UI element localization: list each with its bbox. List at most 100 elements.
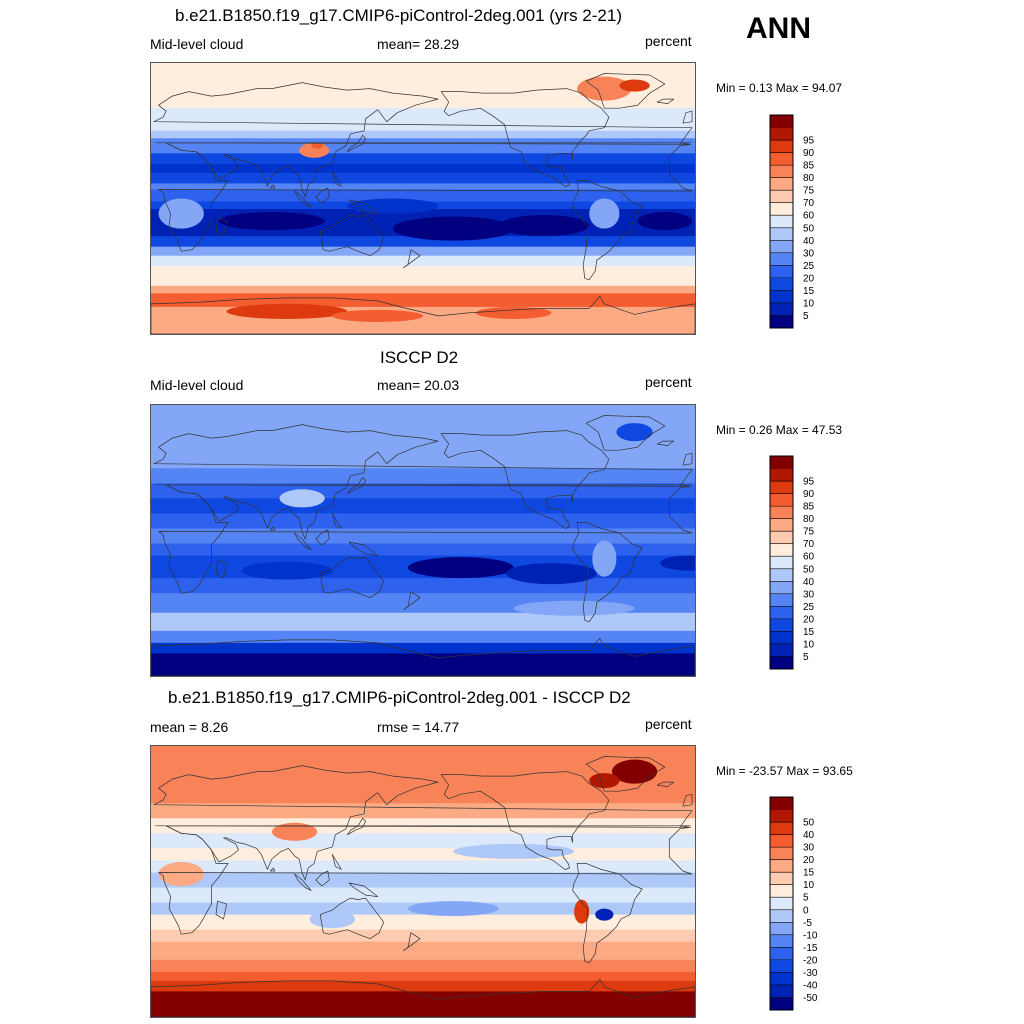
colorbar-tick-label: 60 (803, 552, 815, 563)
contour-region (577, 76, 632, 101)
colorbar-swatch (770, 190, 793, 204)
colorbar-swatch (770, 834, 793, 848)
coastline (153, 424, 693, 540)
coastline (403, 932, 421, 952)
contour-region (616, 423, 653, 442)
colorbar-tick-label: 15 (803, 868, 815, 879)
colorbar-tick-label: 25 (803, 261, 815, 272)
contour-band (151, 980, 695, 993)
coastline (151, 638, 695, 676)
colorbar-tick-label: 25 (803, 602, 815, 613)
coastline (158, 484, 693, 594)
colorbar-tick-label: 60 (803, 211, 815, 222)
colorbar-swatch (770, 240, 793, 254)
coastline (403, 249, 421, 269)
colorbar-tick-label: 40 (803, 577, 815, 588)
contour-band (151, 255, 695, 267)
colorbar-swatch (770, 934, 793, 948)
contour-band (151, 498, 695, 514)
coastline (331, 854, 342, 870)
panel-units: percent (645, 374, 692, 390)
panel-title: b.e21.B1850.f19_g17.CMIP6-piControl-2deg… (175, 6, 622, 25)
contour-band (151, 578, 695, 594)
coastline (347, 817, 366, 836)
contour-region (592, 540, 617, 577)
colorbar-swatch (770, 606, 793, 620)
colorbar-tick-label: 5 (803, 652, 809, 663)
colorbar-swatch (770, 531, 793, 545)
colorbar-tick-label: 75 (803, 186, 815, 197)
colorbar-swatch (770, 165, 793, 179)
contour-region (158, 861, 204, 887)
colorbar-swatch (770, 643, 793, 657)
coastline (572, 863, 643, 964)
colorbar-swatch (770, 215, 793, 229)
minmax-label: Min = -23.57 Max = 93.65 (716, 764, 853, 778)
coastline (440, 771, 610, 870)
colorbar-swatch (770, 618, 793, 632)
colorbar-swatch (770, 822, 793, 836)
colorbar-swatch (770, 202, 793, 216)
coastline (331, 171, 342, 187)
colorbar-swatch (770, 909, 793, 923)
colorbar-swatch (770, 227, 793, 241)
coastline (315, 529, 330, 546)
contour-band (151, 153, 695, 165)
colorbar-swatch (770, 543, 793, 557)
colorbar-swatch (770, 997, 793, 1011)
contour-region (619, 79, 650, 92)
contour-band (151, 612, 695, 632)
colorbar-tick-label: 80 (803, 514, 815, 525)
contour-band (151, 803, 695, 819)
colorbar-swatch (770, 481, 793, 495)
map-svg (151, 746, 695, 1017)
colorbar-swatch (770, 518, 793, 532)
colorbar-tick-label: -10 (803, 930, 818, 941)
contour-region (574, 899, 590, 924)
colorbar: 5 10 15 20 25 30 40 50 60 70 75 80 85 90 95 (769, 455, 840, 671)
colorbar-swatch (770, 493, 793, 507)
colorbar-tick-label: 15 (803, 286, 815, 297)
contour-band (151, 236, 695, 248)
colorbar-swatch (770, 872, 793, 886)
colorbar-swatch (770, 315, 793, 329)
colorbar-swatch (770, 581, 793, 595)
contour-band (151, 872, 695, 889)
contour-region (271, 822, 318, 841)
colorbar-swatch (770, 809, 793, 823)
coastlines (151, 73, 695, 334)
contour-band (151, 971, 695, 982)
colorbar-swatch (770, 897, 793, 911)
contour-band (151, 163, 695, 174)
coastline (585, 415, 666, 451)
colorbar-tick-label: 85 (803, 502, 815, 513)
contour-band (151, 266, 695, 287)
panel-title: b.e21.B1850.f19_g17.CMIP6-piControl-2deg… (168, 688, 631, 707)
colorbar-tick-label: 30 (803, 248, 815, 259)
colorbar-tick-label: 70 (803, 198, 815, 209)
panel-units: percent (645, 716, 692, 732)
colorbar-tick-label: 95 (803, 136, 815, 147)
colorbar-tick-label: 20 (803, 614, 815, 625)
coastline (656, 440, 675, 446)
contour-band (151, 513, 695, 530)
colorbar-swatch (770, 140, 793, 154)
contour-band (151, 468, 695, 484)
contour-region (311, 142, 324, 149)
contour-region (453, 843, 575, 859)
coastline (403, 591, 421, 611)
colorbar-swatch (770, 177, 793, 191)
contour-band (151, 293, 695, 308)
contour-region (611, 759, 658, 784)
coastline (270, 867, 276, 872)
colorbar-tick-label: 10 (803, 298, 815, 309)
coastline (319, 214, 385, 257)
colorbar-tick-label: 50 (803, 818, 815, 829)
contour-region (498, 215, 590, 237)
coastline (348, 882, 379, 897)
coastline (682, 452, 693, 466)
contour-band (151, 941, 695, 961)
panel-center-label: rmse = 14.77 (377, 719, 460, 735)
colorbar-tick-label: -30 (803, 968, 818, 979)
colorbar-tick-label: 80 (803, 173, 815, 184)
